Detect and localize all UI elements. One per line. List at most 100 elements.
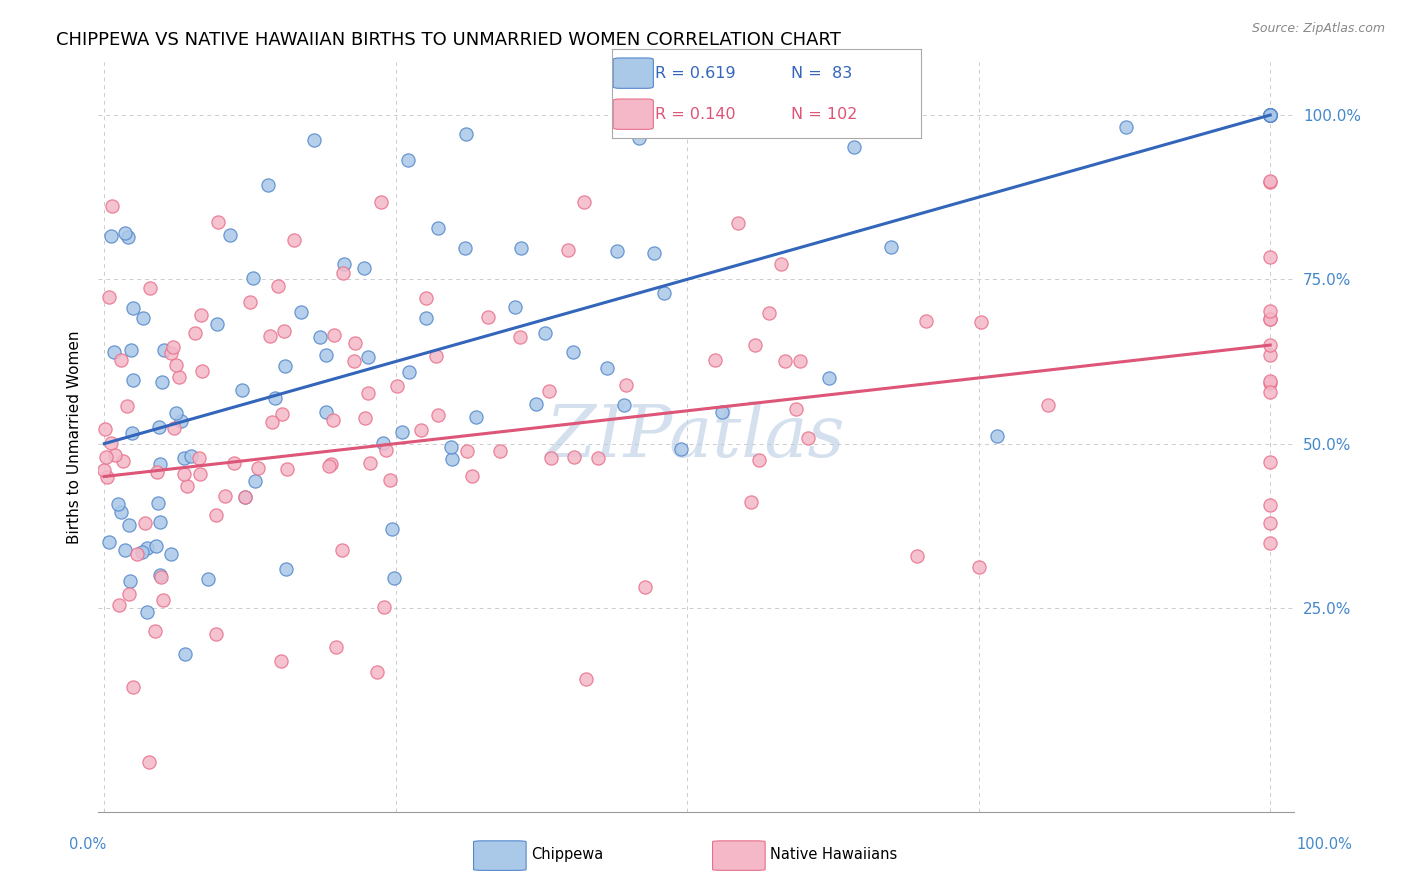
Point	[136, 541, 159, 555]
Point	[125, 547, 148, 561]
Point	[98, 535, 121, 549]
Point	[152, 593, 174, 607]
Point	[381, 522, 404, 536]
Point	[150, 375, 173, 389]
Point	[219, 227, 242, 242]
Point	[796, 431, 818, 445]
Point	[243, 474, 266, 488]
Point	[509, 330, 531, 344]
Point	[477, 310, 499, 324]
Point	[333, 257, 356, 271]
Point	[1258, 108, 1281, 122]
Text: N = 102: N = 102	[792, 107, 858, 121]
Point	[257, 178, 280, 193]
Point	[118, 574, 141, 588]
Point	[1258, 108, 1281, 122]
Point	[613, 398, 636, 412]
Point	[440, 452, 463, 467]
Point	[1258, 376, 1281, 390]
Point	[207, 318, 229, 332]
Text: Chippewa: Chippewa	[531, 847, 603, 862]
Point	[160, 547, 183, 561]
Point	[905, 549, 928, 563]
Point	[98, 289, 121, 303]
Point	[357, 385, 380, 400]
Point	[96, 450, 118, 464]
Point	[561, 344, 583, 359]
Point	[270, 654, 292, 668]
Point	[266, 279, 288, 293]
Point	[100, 435, 122, 450]
Point	[262, 415, 284, 429]
Point	[190, 308, 212, 322]
Point	[96, 469, 118, 483]
Point	[758, 306, 780, 320]
Point	[967, 560, 990, 574]
Text: N =  83: N = 83	[792, 66, 852, 80]
Point	[634, 581, 657, 595]
Point	[643, 246, 665, 260]
Point	[359, 456, 381, 470]
Point	[188, 467, 211, 482]
Point	[131, 545, 153, 559]
FancyBboxPatch shape	[474, 841, 526, 871]
Point	[915, 313, 938, 327]
Point	[380, 473, 402, 487]
Point	[145, 624, 167, 638]
Point	[184, 326, 207, 341]
Point	[122, 374, 145, 388]
Point	[411, 423, 433, 437]
Point	[170, 415, 193, 429]
Point	[115, 400, 138, 414]
Point	[315, 348, 337, 362]
Point	[614, 378, 637, 392]
Point	[503, 300, 526, 314]
Point	[197, 572, 219, 586]
Point	[464, 410, 486, 425]
Point	[103, 345, 125, 359]
Point	[710, 404, 733, 418]
Point	[332, 267, 354, 281]
Point	[510, 241, 533, 255]
Point	[325, 640, 347, 655]
Point	[595, 361, 617, 376]
Point	[461, 468, 484, 483]
Point	[770, 257, 793, 271]
Point	[274, 359, 297, 373]
Point	[107, 496, 129, 510]
Point	[1258, 108, 1281, 122]
Point	[366, 665, 388, 679]
Text: R = 0.140: R = 0.140	[655, 107, 735, 121]
Point	[1258, 108, 1281, 122]
Point	[165, 358, 187, 372]
Point	[524, 396, 547, 410]
Y-axis label: Births to Unmarried Women: Births to Unmarried Women	[67, 330, 83, 544]
Text: ZIPatlas: ZIPatlas	[546, 401, 846, 473]
Point	[427, 220, 450, 235]
Point	[669, 442, 692, 456]
Point	[842, 140, 865, 154]
Point	[1258, 498, 1281, 512]
Point	[456, 444, 478, 458]
Point	[135, 605, 157, 619]
Point	[1258, 108, 1281, 122]
Point	[264, 392, 287, 406]
Point	[454, 128, 477, 142]
Point	[322, 328, 344, 343]
Point	[138, 755, 160, 769]
Point	[427, 408, 450, 422]
Point	[131, 311, 153, 326]
Point	[817, 108, 839, 122]
Point	[191, 364, 214, 378]
Point	[165, 406, 187, 420]
Point	[353, 261, 375, 276]
Point	[1258, 108, 1281, 122]
Point	[425, 349, 447, 363]
Point	[1258, 108, 1281, 122]
Point	[180, 449, 202, 463]
Point	[374, 443, 396, 458]
Point	[1258, 175, 1281, 189]
Point	[1258, 516, 1281, 531]
Point	[270, 407, 292, 421]
Point	[1258, 348, 1281, 362]
